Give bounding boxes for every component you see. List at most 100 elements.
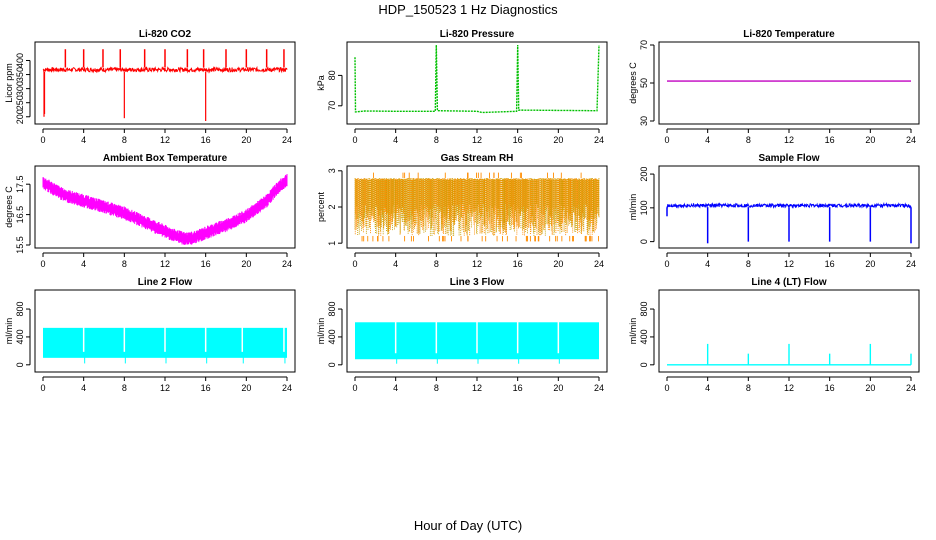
data-group: [355, 321, 599, 364]
x-tick-label: 20: [865, 135, 875, 145]
x-tick-label: 20: [865, 259, 875, 269]
plot-frame: [658, 165, 920, 249]
y-tick-label: 3: [327, 168, 337, 173]
x-tick-label: 24: [594, 383, 604, 393]
plot-frame: [34, 165, 296, 249]
x-tick-label: 16: [513, 383, 523, 393]
chart-line-3-flow: Line 3 Flow ml/min 0 4 8 12 16 20 24 0 400 800: [316, 277, 608, 393]
x-tick-label: 20: [553, 383, 563, 393]
figure-x-label: Hour of Day (UTC): [413, 518, 523, 533]
x-tick-label: 12: [784, 383, 794, 393]
chart-sample-flow: Sample Flow ml/min 0 4 8 12 16 20 24 0 100 200: [628, 153, 920, 269]
x-tick-label: 20: [553, 259, 563, 269]
x-axis: 0 4 8 12 16 20 24: [352, 376, 604, 393]
x-tick-label: 4: [393, 259, 398, 269]
x-tick-label: 8: [434, 259, 439, 269]
x-tick-label: 0: [664, 383, 669, 393]
x-tick-label: 24: [282, 259, 292, 269]
x-tick-label: 16: [825, 259, 835, 269]
x-tick-label: 12: [784, 259, 794, 269]
x-tick-label: 0: [664, 259, 669, 269]
y-axis: 0 400 800: [15, 302, 31, 367]
y-axis-label: ml/min: [4, 318, 14, 345]
x-tick-label: 8: [122, 135, 127, 145]
x-tick-label: 12: [160, 383, 170, 393]
x-tick-label: 8: [746, 259, 751, 269]
x-tick-label: 24: [906, 383, 916, 393]
plot-frame: [346, 41, 608, 125]
y-axis: 15.5 16.5 17.5: [15, 175, 31, 254]
x-tick-label: 4: [81, 135, 86, 145]
x-tick-label: 8: [746, 135, 751, 145]
data-group: [354, 172, 600, 242]
y-axis: 70 80: [327, 70, 343, 111]
x-tick-label: 8: [434, 383, 439, 393]
x-tick-label: 0: [352, 383, 357, 393]
plot-frame: [346, 289, 608, 373]
x-tick-label: 16: [513, 135, 523, 145]
x-tick-label: 0: [40, 135, 45, 145]
x-tick-label: 16: [513, 259, 523, 269]
series-line: [42, 65, 288, 74]
chart-title: Gas Stream RH: [441, 153, 514, 164]
x-tick-label: 0: [40, 259, 45, 269]
y-tick-label: 15.5: [15, 236, 25, 254]
chart-title: Sample Flow: [758, 153, 819, 164]
y-tick-label: 0: [327, 362, 337, 367]
x-tick-label: 4: [393, 383, 398, 393]
data-group: [667, 343, 912, 366]
x-axis: 0 4 8 12 16 20 24: [664, 252, 916, 269]
x-tick-label: 12: [472, 383, 482, 393]
y-axis-label: percent: [316, 191, 326, 222]
x-tick-label: 20: [241, 135, 251, 145]
x-tick-label: 24: [594, 135, 604, 145]
x-tick-label: 24: [906, 259, 916, 269]
x-tick-label: 16: [825, 135, 835, 145]
x-tick-label: 8: [122, 259, 127, 269]
y-tick-label: 0: [639, 362, 649, 367]
data-group: [666, 201, 912, 244]
data-group: [43, 326, 287, 364]
y-tick-label: 400: [639, 329, 649, 344]
y-axis-label: degrees C: [628, 62, 638, 104]
x-axis: 0 4 8 12 16 20 24: [352, 128, 604, 145]
data-group: [42, 49, 288, 121]
plot-frame: [34, 289, 296, 373]
y-tick-label: 800: [639, 302, 649, 317]
plot-frame: [658, 41, 920, 125]
chart-title: Line 3 Flow: [450, 277, 505, 288]
x-axis: 0 4 8 12 16 20 24: [40, 376, 292, 393]
y-tick-label: 1: [327, 241, 337, 246]
chart-title: Ambient Box Temperature: [103, 153, 228, 164]
chart-line-2-flow: Line 2 Flow ml/min 0 4 8 12 16 20 24 0 400 800: [4, 277, 296, 393]
y-tick-label: 80: [327, 70, 337, 80]
x-tick-label: 4: [81, 259, 86, 269]
y-tick-label: 300: [15, 81, 25, 96]
x-axis: 0 4 8 12 16 20 24: [40, 252, 292, 269]
y-axis: 30 50 70: [639, 40, 655, 126]
data-group: [42, 173, 288, 245]
x-tick-label: 4: [705, 383, 710, 393]
y-tick-label: 50: [639, 78, 649, 88]
x-tick-label: 20: [241, 383, 251, 393]
x-tick-label: 16: [201, 259, 211, 269]
y-axis-label: ml/min: [628, 194, 638, 221]
x-tick-label: 0: [664, 135, 669, 145]
y-tick-label: 800: [15, 302, 25, 317]
chart-line-4-lt-flow: Line 4 (LT) Flow ml/min 0 4 8 12 16 20 24 0 400 800: [628, 277, 920, 393]
x-tick-label: 16: [201, 135, 211, 145]
chart-title: Line 4 (LT) Flow: [751, 277, 827, 288]
x-tick-label: 12: [160, 259, 170, 269]
plot-frame: [34, 41, 296, 125]
plot-frame: [658, 289, 920, 373]
y-tick-label: 800: [327, 302, 337, 317]
x-tick-label: 8: [434, 135, 439, 145]
y-tick-label: 400: [327, 329, 337, 344]
chart-title: Line 2 Flow: [138, 277, 193, 288]
x-tick-label: 12: [472, 135, 482, 145]
x-tick-label: 24: [282, 383, 292, 393]
y-tick-label: 30: [639, 116, 649, 126]
y-tick-label: 17.5: [15, 175, 25, 193]
